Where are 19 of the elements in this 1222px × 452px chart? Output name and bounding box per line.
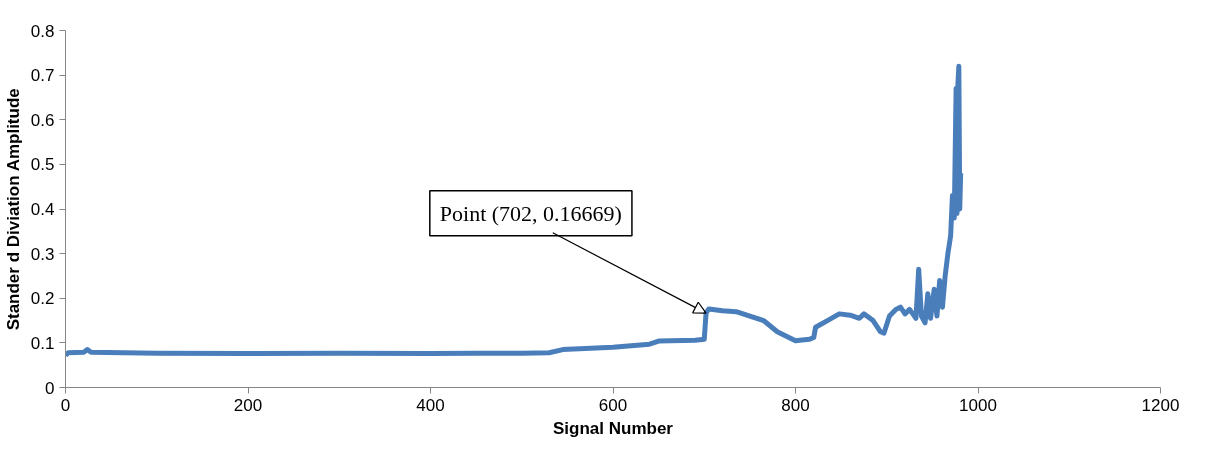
- annotation: Point (702, 0.16669): [439, 200, 622, 226]
- y-tick-label: 0: [45, 378, 55, 398]
- y-tick-label: 0.2: [30, 289, 55, 309]
- x-tick-label: 200: [233, 395, 263, 415]
- y-axis-title: Stander d Diviation Amplitude: [3, 88, 23, 331]
- x-tick-label: 400: [416, 395, 445, 415]
- y-tick-label: 0.6: [30, 110, 55, 130]
- x-axis-title: Signal Number: [553, 418, 674, 438]
- y-tick-label: 0.3: [30, 244, 55, 264]
- x-tick-label: 800: [781, 395, 810, 415]
- x-tick-label: 1000: [959, 395, 997, 415]
- x-tick-label: 600: [598, 395, 628, 415]
- y-tick-label: 0.7: [30, 66, 55, 86]
- y-tick-label: 0.5: [30, 155, 55, 175]
- x-tick-label: 0: [60, 395, 71, 415]
- y-tick-label: 0.4: [30, 200, 55, 219]
- y-tick-label: 0.1: [30, 333, 55, 353]
- y-tick-label: 0.8: [30, 21, 55, 41]
- x-tick-label: 1200: [1141, 395, 1180, 415]
